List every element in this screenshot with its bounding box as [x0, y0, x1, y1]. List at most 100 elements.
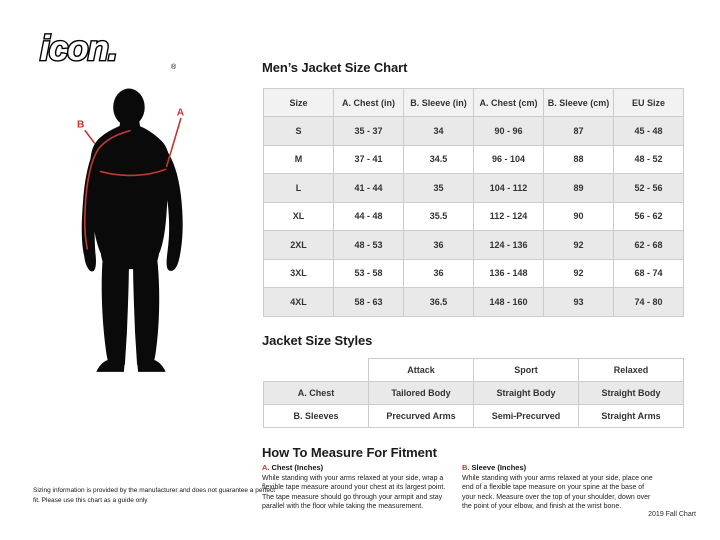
- table-cell: S: [263, 116, 334, 146]
- size-chart-title: Men’s Jacket Size Chart: [262, 60, 408, 75]
- table-cell: Straight Arms: [578, 404, 684, 428]
- table-cell: Tailored Body: [368, 381, 474, 405]
- measure-sleeve-block: B. Sleeve (Inches) While standing with yo…: [462, 463, 659, 511]
- table-cell: Straight Body: [473, 381, 579, 405]
- measure-sleeve-label: Sleeve (Inches): [471, 463, 527, 472]
- table-cell: B. Sleeves: [263, 404, 369, 428]
- table-cell: 74 - 80: [613, 287, 684, 317]
- measure-chest-label: Chest (Inches): [271, 463, 324, 472]
- table-cell: 34.5: [403, 144, 474, 174]
- table-cell: 44 - 48: [333, 201, 404, 231]
- table-cell: Precurved Arms: [368, 404, 474, 428]
- table-cell: M: [263, 144, 334, 174]
- left-arm-shape: [81, 140, 107, 272]
- table-cell: 148 - 160: [473, 287, 544, 317]
- table-cell: 35.5: [403, 201, 474, 231]
- table-cell: 52 - 56: [613, 173, 684, 203]
- table-cell: 62 - 68: [613, 230, 684, 260]
- measure-title: How To Measure For Fitment: [262, 445, 437, 460]
- label-a-pointer: [165, 117, 182, 168]
- table-cell: 3XL: [263, 258, 334, 288]
- table-cell: 87: [543, 116, 614, 146]
- icon-logo: icon. ®: [39, 28, 177, 71]
- table-cell: L: [263, 173, 334, 203]
- measure-sleeve-instructions: While standing with your arms relaxed at…: [462, 475, 653, 510]
- measurement-lines: [83, 117, 182, 250]
- table-cell: 53 - 58: [333, 258, 404, 288]
- table-cell: 35: [403, 173, 474, 203]
- table-row: B. Sleeves Precurved Arms Semi-Precurved St…: [263, 404, 684, 428]
- table-cell: 41 - 44: [333, 173, 404, 203]
- column-header: Size: [263, 88, 334, 117]
- table-cell: A. Chest: [263, 381, 369, 405]
- table-cell: 104 - 112: [473, 173, 544, 203]
- table-cell: 92: [543, 230, 614, 260]
- table-cell: 112 - 124: [473, 201, 544, 231]
- table-row: M 37 - 41 34.5 96 - 104 88 48 - 52: [263, 144, 684, 174]
- table-row: A. Chest Tailored Body Straight Body Straig…: [263, 381, 684, 405]
- column-header: Sport: [473, 358, 579, 382]
- table-cell: 92: [543, 258, 614, 288]
- table-cell: 58 - 63: [333, 287, 404, 317]
- table-cell: 89: [543, 173, 614, 203]
- table-row: L 41 - 44 35 104 - 112 89 52 - 56: [263, 173, 684, 203]
- column-header: A. Chest (in): [333, 88, 404, 117]
- torso-shape: [90, 122, 170, 253]
- styles-title: Jacket Size Styles: [262, 333, 373, 348]
- column-header: [264, 359, 369, 382]
- table-cell: 36: [403, 230, 474, 260]
- table-cell: XL: [263, 201, 334, 231]
- sizing-disclaimer: Sizing information is provided by the ma…: [33, 487, 276, 504]
- table-cell: Semi-Precurved: [473, 404, 579, 428]
- table-cell: 36: [403, 258, 474, 288]
- right-arm-shape: [153, 140, 183, 271]
- right-foot-shape: [137, 359, 166, 372]
- chest-measure-line: [99, 168, 167, 177]
- table-row: S 35 - 37 34 90 - 96 87 45 - 48: [263, 116, 684, 146]
- table-cell: 36.5: [403, 287, 474, 317]
- table-cell: 34: [403, 116, 474, 146]
- table-cell: 96 - 104: [473, 144, 544, 174]
- table-cell: 90: [543, 201, 614, 231]
- table-row: 3XL 53 - 58 36 136 - 148 92 68 - 74: [263, 258, 684, 288]
- table-cell: 37 - 41: [333, 144, 404, 174]
- table-row: 2XL 48 - 53 36 124 - 136 92 62 - 68: [263, 230, 684, 260]
- table-cell: 48 - 53: [333, 230, 404, 260]
- table-cell: 48 - 52: [613, 144, 684, 174]
- icon-logo-text: icon.: [40, 29, 117, 68]
- table-row: XL 44 - 48 35.5 112 - 124 90 56 - 62: [263, 201, 684, 231]
- label-a: A: [177, 107, 185, 118]
- column-header: EU Size: [613, 88, 684, 117]
- column-header: A. Chest (cm): [473, 88, 544, 117]
- right-leg-shape: [133, 260, 160, 365]
- column-header: B. Sleeve (cm): [543, 88, 614, 117]
- man-silhouette: [81, 88, 183, 372]
- table-cell: 45 - 48: [613, 116, 684, 146]
- measure-chest-prefix: A.: [262, 463, 270, 472]
- left-foot-shape: [96, 359, 125, 372]
- column-header: Relaxed: [578, 358, 684, 382]
- measure-chest-block: A. Chest (Inches) While standing with you…: [262, 463, 459, 511]
- table-cell: 68 - 74: [613, 258, 684, 288]
- header-row: Size A. Chest (in) B. Sleeve (in) A. Chest …: [263, 88, 684, 117]
- registered-mark: ®: [171, 63, 177, 71]
- jacket-size-styles-table: Attack Sport Relaxed A. Chest Tailored Body S…: [263, 358, 684, 428]
- table-cell: 88: [543, 144, 614, 174]
- chart-version: 2019 Fall Chart: [648, 511, 696, 518]
- table-cell: 35 - 37: [333, 116, 404, 146]
- header-row: Attack Sport Relaxed: [264, 358, 684, 382]
- table-cell: 4XL: [263, 287, 334, 317]
- table-cell: 90 - 96: [473, 116, 544, 146]
- label-b: B: [77, 120, 84, 131]
- table-cell: 93: [543, 287, 614, 317]
- sleeve-measure-line: [83, 129, 131, 250]
- left-leg-shape: [101, 260, 129, 365]
- column-header: Attack: [368, 358, 474, 382]
- head-shape: [113, 88, 145, 127]
- table-cell: 136 - 148: [473, 258, 544, 288]
- mens-jacket-size-table: Size A. Chest (in) B. Sleeve (in) A. Chest …: [263, 88, 684, 317]
- measure-chest-heading: A. Chest (Inches): [262, 463, 459, 472]
- measure-sleeve-prefix: B.: [462, 463, 470, 472]
- table-cell: 124 - 136: [473, 230, 544, 260]
